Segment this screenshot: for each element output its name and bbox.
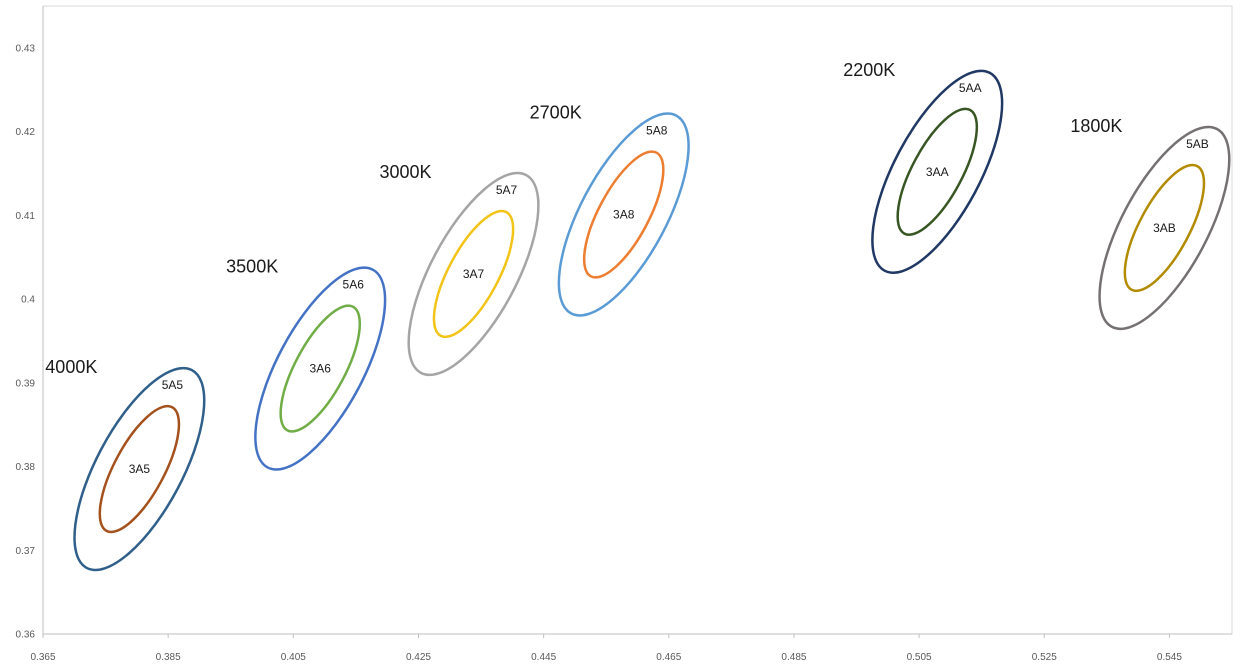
- outer-ellipse-label: 5AB: [1186, 137, 1209, 151]
- x-tick-label: 0.445: [531, 652, 556, 663]
- cct-label: 3500K: [226, 257, 278, 277]
- y-tick-label: 0.39: [16, 378, 36, 389]
- inner-ellipse-3aa: [896, 107, 979, 236]
- labels: 3A5 5A5 4000K 3A6 5A6 3500K 3A7 5A7 3000K 3A8 5A8 2…: [45, 60, 1208, 476]
- outer-ellipse-label: 5A5: [162, 378, 184, 392]
- inner-ellipse-label: 3AB: [1153, 221, 1176, 235]
- outer-ellipse-5ab: [1098, 125, 1231, 331]
- cct-label: 4000K: [45, 357, 97, 377]
- outer-ellipse-5a6: [254, 266, 387, 471]
- y-tick-label: 0.4: [21, 295, 35, 306]
- cct-label: 1800K: [1070, 116, 1122, 136]
- outer-ellipse-5a8: [557, 112, 690, 317]
- y-tick-label: 0.42: [16, 127, 36, 138]
- axes: 0.365 0.385 0.405 0.425 0.445 0.465 0.485 0.505…: [16, 5, 1233, 663]
- cct-label: 3000K: [379, 162, 431, 182]
- outer-ellipse-5a7: [407, 171, 540, 377]
- y-tick-label: 0.36: [16, 630, 36, 641]
- outer-ellipse-label: 5A8: [646, 123, 668, 137]
- x-tick-label: 0.505: [907, 652, 932, 663]
- cct-label: 2700K: [530, 102, 582, 122]
- inner-ellipse-3a6: [279, 304, 362, 433]
- y-tick-label: 0.41: [16, 211, 36, 222]
- cct-label: 2200K: [843, 60, 895, 80]
- y-tick-label: 0.43: [16, 43, 36, 54]
- inner-ellipse-3a7: [432, 209, 515, 339]
- inner-ellipse-3ab: [1123, 163, 1206, 293]
- inner-ellipse-label: 3AA: [926, 165, 949, 179]
- inner-ellipse-3a8: [582, 150, 665, 279]
- x-tick-label: 0.405: [281, 652, 306, 663]
- outer-ellipse-label: 5AA: [959, 81, 982, 95]
- x-tick-label: 0.545: [1157, 652, 1182, 663]
- inner-ellipse-3a5: [98, 404, 181, 534]
- x-tick-label: 0.525: [1032, 652, 1057, 663]
- x-tick-label: 0.465: [656, 652, 681, 663]
- inner-ellipse-label: 3A5: [129, 462, 151, 476]
- outer-ellipse-5aa: [871, 69, 1004, 274]
- x-tick-label: 0.485: [781, 652, 806, 663]
- outer-ellipse-label: 5A6: [343, 278, 365, 292]
- x-tick-label: 0.425: [406, 652, 431, 663]
- x-tick-label: 0.385: [156, 652, 181, 663]
- y-tick-label: 0.37: [16, 546, 36, 557]
- ellipses: [73, 69, 1231, 572]
- inner-ellipse-label: 3A8: [613, 207, 635, 221]
- outer-ellipse-label: 5A7: [496, 183, 518, 197]
- y-tick-label: 0.38: [16, 462, 36, 473]
- outer-ellipse-5a5: [73, 366, 206, 572]
- inner-ellipse-label: 3A7: [463, 267, 485, 281]
- x-tick-label: 0.365: [30, 652, 55, 663]
- inner-ellipse-label: 3A6: [310, 362, 332, 376]
